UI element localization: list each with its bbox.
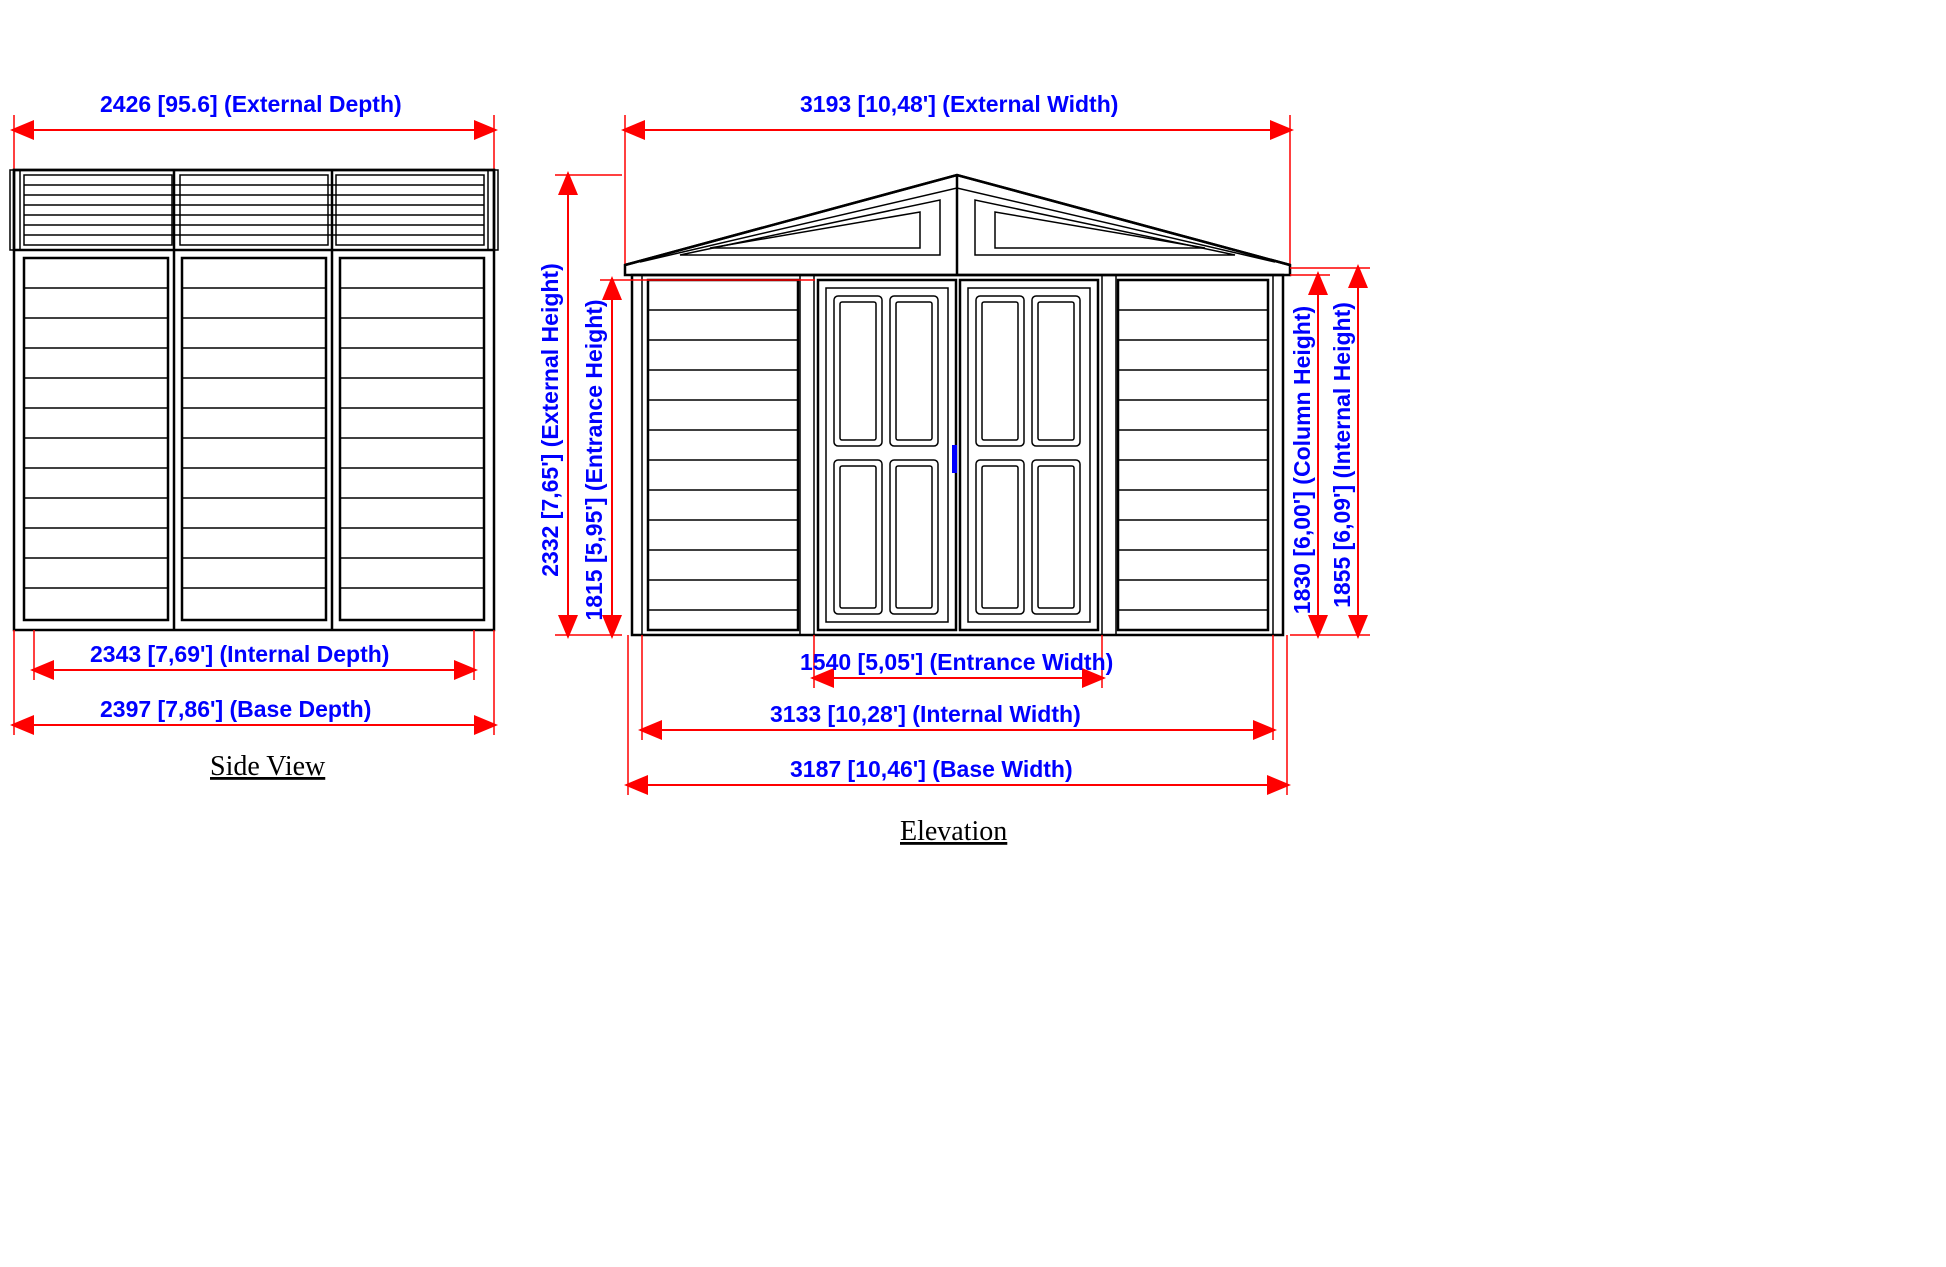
column-height-label: 1830 [6,00'] (Column Height) xyxy=(1289,306,1315,614)
external-height-label: 2332 [7,65'] (External Height) xyxy=(537,263,563,577)
entrance-width-label: 1540 [5,05'] (Entrance Width) xyxy=(800,649,1113,675)
elevation-group: 3193 [10,48'] (External Width) xyxy=(537,91,1370,847)
internal-height-label: 1855 [6,09'] (Internal Height) xyxy=(1329,302,1355,608)
internal-width-label: 3133 [10,28'] (Internal Width) xyxy=(770,701,1081,727)
upper-slats xyxy=(24,185,484,235)
elevation-title: Elevation xyxy=(900,816,1007,847)
external-width-label: 3193 [10,48'] (External Width) xyxy=(800,91,1118,117)
base-width-label: 3187 [10,46'] (Base Width) xyxy=(790,756,1073,782)
side-view-group: 2426 [95.6] (External Depth) xyxy=(10,91,498,782)
side-view-title: Side View xyxy=(210,751,326,782)
door-handle-icon xyxy=(952,445,957,473)
base-depth-label: 2397 [7,86'] (Base Depth) xyxy=(100,696,371,722)
external-depth-label: 2426 [95.6] (External Depth) xyxy=(100,91,402,117)
lower-slats xyxy=(24,288,484,588)
technical-drawing: 2426 [95.6] (External Depth) xyxy=(0,0,1946,1267)
internal-depth-label: 2343 [7,69'] (Internal Depth) xyxy=(90,641,389,667)
entrance-height-label: 1815 [5,95'] (Entrance Height) xyxy=(581,299,607,620)
